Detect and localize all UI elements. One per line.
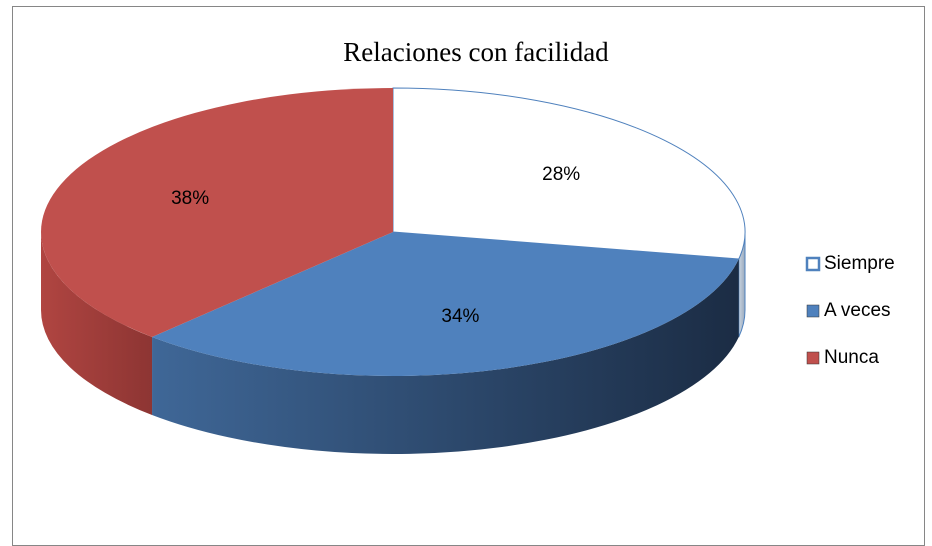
- slice-side: [152, 258, 739, 455]
- legend-label: Nunca: [824, 347, 879, 368]
- legend-label: A veces: [824, 300, 891, 321]
- data-label: 34%: [441, 306, 479, 327]
- data-label: 38%: [171, 188, 209, 209]
- legend-swatch: [806, 304, 820, 318]
- slice: [392, 87, 746, 260]
- legend-swatch: [805, 256, 821, 272]
- chart-title: Relaciones con facilidad: [343, 37, 609, 67]
- legend-swatch: [806, 351, 820, 365]
- slice: [40, 88, 393, 337]
- slice-side: [41, 232, 153, 415]
- legend-label: Siempre: [824, 253, 895, 274]
- slice: [152, 232, 739, 376]
- data-label: 28%: [542, 164, 580, 185]
